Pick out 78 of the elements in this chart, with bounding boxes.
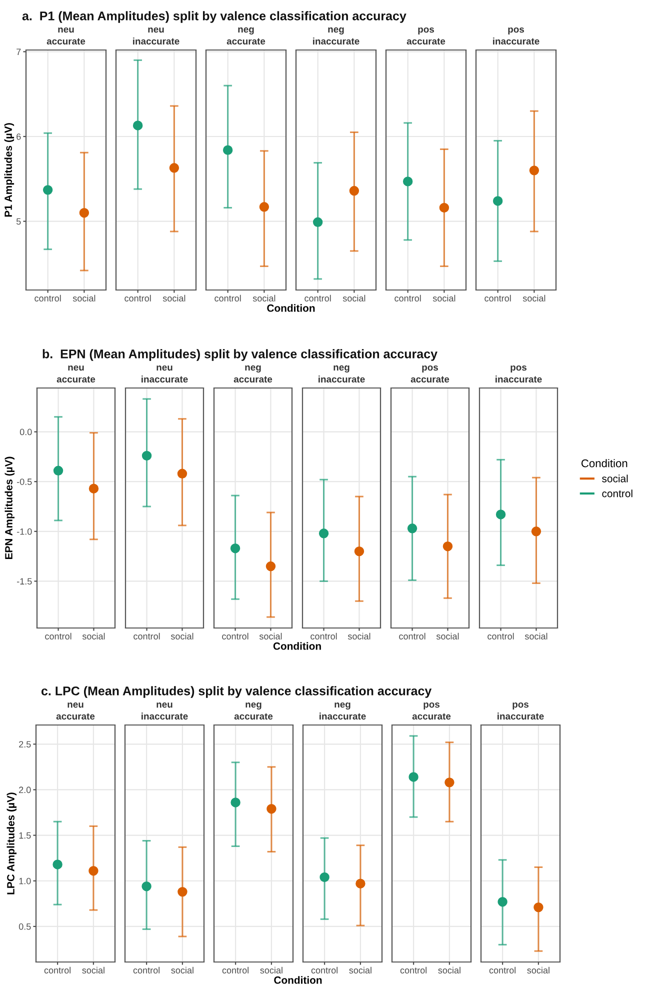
y-axis-title: LPC Amplitudes (µV): [6, 792, 17, 894]
x-tick-label: control: [394, 294, 421, 302]
y-tick-label: 0.5: [18, 923, 31, 930]
text: b. EPN (Mean Amplitudes) split by valence classification accuracy: [42, 349, 438, 361]
x-tick-label: control: [222, 632, 248, 640]
x-tick-label: social: [170, 632, 194, 640]
chart-subtitle: pos inaccurate: [493, 27, 540, 45]
x-tick-label: social: [82, 632, 105, 640]
text: a. P1 (Mean Amplitudes) split by valence classification accuracy: [22, 11, 406, 23]
legend-label: social: [602, 474, 628, 482]
x-tick-label: control: [134, 632, 160, 640]
chart-subtitle: neg accurate: [234, 702, 273, 720]
x-axis-title: Condition: [274, 976, 322, 984]
chart-subtitle: neg inaccurate: [320, 702, 366, 720]
x-tick-label: control: [45, 632, 72, 640]
chart-subtitle: neu inaccurate: [142, 702, 188, 720]
y-tick-label: 6: [16, 133, 21, 140]
text: c. LPC (Mean Amplitudes) split by valence classification accuracy: [41, 686, 432, 698]
x-tick-label: control: [124, 294, 151, 302]
chart-subtitle: pos accurate: [410, 365, 450, 383]
y-tick-label: 5: [16, 218, 21, 225]
chart-subtitle: neg inaccurate: [313, 27, 360, 45]
x-tick-label: control: [484, 294, 511, 302]
x-tick-label: control: [133, 966, 160, 974]
x-tick-label: social: [349, 966, 372, 974]
chart-subtitle: neu inaccurate: [142, 365, 188, 383]
x-tick-label: social: [259, 632, 282, 640]
y-tick-label: 1.0: [19, 878, 31, 884]
chart-subtitle: neg inaccurate: [318, 365, 365, 383]
x-tick-label: control: [488, 632, 514, 640]
x-tick-label: social: [171, 966, 194, 974]
chart-subtitle: neg accurate: [226, 27, 266, 45]
y-axis-title: P1 Amplitudes (µV): [4, 123, 14, 217]
chart-subtitle: neu inaccurate: [133, 27, 180, 45]
y-tick-label: 1.5: [19, 832, 31, 839]
chart-subtitle: neg accurate: [234, 365, 272, 383]
x-tick-label: control: [311, 966, 338, 974]
x-tick-label: social: [436, 632, 459, 640]
x-tick-label: control: [399, 632, 426, 640]
x-tick-label: social: [162, 294, 186, 302]
x-tick-label: control: [214, 294, 241, 302]
x-axis-title: Condition: [267, 304, 315, 312]
legend-label: control: [602, 490, 632, 498]
chart-subtitle: pos accurate: [406, 27, 446, 45]
x-axis-title: Condition: [273, 642, 321, 650]
x-tick-label: social: [524, 632, 548, 640]
x-tick-label: control: [222, 966, 248, 974]
x-tick-label: social: [82, 966, 104, 974]
x-tick-label: social: [252, 294, 276, 302]
chart-subtitle: neu accurate: [46, 27, 86, 45]
chart-subtitle: pos accurate: [412, 702, 451, 720]
y-tick-label: -1.5: [16, 578, 32, 585]
chart-subtitle: pos inaccurate: [496, 365, 542, 383]
x-tick-label: social: [342, 294, 366, 302]
legend-title: Condition: [581, 459, 628, 468]
chart-subtitle: neu accurate: [56, 365, 96, 383]
x-tick-label: social: [260, 966, 282, 974]
y-tick-label: 0.0: [20, 428, 32, 436]
y-tick-label: -1.0: [16, 528, 32, 535]
y-tick-label: -0.5: [16, 478, 32, 485]
chart-subtitle: pos inaccurate: [498, 702, 544, 720]
y-axis-title: EPN Amplitudes (µV): [4, 456, 14, 560]
x-tick-label: social: [438, 966, 460, 974]
x-tick-label: control: [400, 966, 426, 974]
y-tick-label: 7: [16, 48, 21, 55]
x-tick-label: social: [432, 294, 456, 302]
x-tick-label: social: [72, 294, 96, 302]
chart-subtitle: neu accurate: [56, 702, 95, 720]
x-tick-label: control: [304, 294, 331, 302]
x-tick-label: social: [522, 294, 546, 302]
x-tick-label: control: [34, 294, 61, 302]
y-tick-label: 2.0: [19, 786, 31, 794]
x-tick-label: social: [527, 966, 550, 974]
x-tick-label: control: [310, 632, 337, 640]
x-tick-label: social: [348, 632, 370, 640]
x-tick-label: control: [489, 966, 516, 974]
y-tick-label: 2.5: [19, 741, 31, 748]
x-tick-label: control: [44, 966, 70, 974]
